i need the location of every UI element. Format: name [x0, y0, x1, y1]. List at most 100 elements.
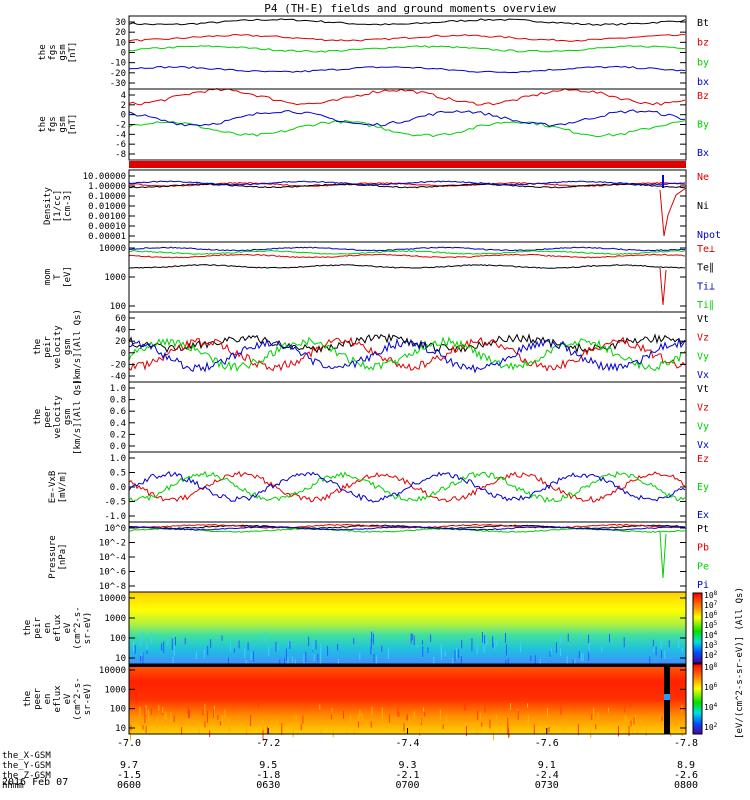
y-tick-label: 0 [121, 111, 126, 121]
series-bz [128, 34, 685, 42]
colorbar-tick-label: 108 [704, 662, 718, 672]
y-axis-label: the [23, 691, 33, 707]
y-tick-label: 4 [121, 91, 126, 101]
legend-entry: Ni [697, 201, 709, 212]
y-tick-label: 20 [115, 28, 126, 38]
y-axis-label: [eV] [63, 266, 73, 288]
series-Ex [128, 470, 686, 503]
y-tick-label: 0.2 [110, 430, 126, 440]
x-tick-label: -7.6 [535, 738, 559, 749]
colorbar-tick-label: 106 [704, 682, 718, 692]
y-tick-label: 100 [110, 302, 126, 312]
series-Te∥ [128, 264, 686, 269]
y-axis-label: [nT] [68, 114, 78, 136]
panel-peir-spec: 10000 1000 100 10 the peir en eflux eV (cm^2-s-sr… [23, 591, 687, 671]
colorbar-tick-label: 102 [704, 722, 718, 732]
y-axis-label: [1/cc] [53, 190, 63, 223]
series-Vy [128, 336, 686, 372]
y-axis-label: peir [33, 617, 43, 639]
colorbar-tick-label: 103 [704, 640, 718, 650]
y-tick-label: 0.00100 [88, 212, 126, 222]
y-tick-label: 10^-8 [99, 582, 126, 592]
legend-entry: Vx [697, 440, 709, 451]
x-tick-label: -7.2 [256, 738, 280, 749]
y-tick-label: 0.0 [110, 442, 126, 452]
y-axis-label: [cm-3] [63, 190, 73, 223]
y-axis-label: E=-VxB [48, 471, 58, 504]
panel-pressure: 10^0 10^-2 10^-4 10^-6 10^-8 Pressure [nPa] Pt P… [48, 521, 709, 593]
y-tick-label: 30 [115, 18, 126, 28]
colorbar-tick-label: 108 [704, 590, 718, 600]
y-axis-label: (cm^2-s- [73, 677, 83, 720]
legend-entry: Vz [697, 403, 709, 414]
x-row-value: 0800 [674, 780, 698, 791]
legend-entry: Bx [697, 148, 709, 159]
y-tick-label: -2 [115, 121, 126, 131]
series-by [128, 45, 686, 53]
panel-frame [128, 88, 687, 161]
legend-entry: Bz [697, 91, 709, 102]
series-Pb [128, 523, 686, 529]
y-axis-label: peer [43, 406, 53, 428]
x-row-value: 0600 [117, 780, 141, 791]
y-axis-label: [nT] [68, 42, 78, 64]
y-tick-label: 0.4 [110, 419, 126, 429]
y-axis-label: T [53, 274, 63, 280]
y-tick-label: -20 [110, 360, 126, 370]
legend-entry: Pb [697, 543, 709, 554]
series-bx [128, 65, 686, 74]
y-tick-label: 10^-2 [99, 539, 126, 549]
x-tick-label: -7.0 [117, 738, 141, 749]
legend-entry: Ti⊥ [697, 281, 715, 292]
legend-entry: By [697, 120, 709, 131]
panel-exb: 1.0 0.5 0.0 -0.5 -1.0 E=-VxB [mV/m] Ez Ey Ex [48, 451, 709, 523]
y-tick-label: 0 [121, 49, 126, 59]
colorbar-tick-label: 107 [704, 600, 718, 610]
y-tick-label: 1000 [104, 614, 126, 624]
panel-density: 10.000001.000000.100000.010000.001000.00… [43, 169, 721, 243]
y-axis-label: the [33, 339, 43, 355]
y-tick-label: 0.00001 [88, 232, 126, 242]
series-Ti∥ [128, 250, 686, 255]
y-axis-label: fgs [48, 44, 58, 60]
y-axis-label: [mV/m] [58, 471, 68, 504]
spectrogram-fill [129, 592, 686, 664]
legend-entry: Vt [697, 384, 709, 395]
legend-entry: bz [697, 38, 709, 49]
y-axis-label: eflux [53, 614, 63, 642]
legend-entry: Ne [697, 172, 709, 183]
panel-peer-spec: 10000 1000 100 10 the peer en eflux eV (cm^2-s-sr… [23, 663, 687, 742]
y-tick-label: 0 [121, 349, 126, 359]
series-Ti⊥ [128, 246, 686, 252]
y-axis-label: en [43, 694, 53, 705]
x-row-value: 9.5 [259, 760, 277, 771]
x-row-value: 0700 [395, 780, 419, 791]
x-row-value: -2.4 [535, 770, 559, 781]
legend-entry: Vx [697, 370, 709, 381]
x-row-value: -2.6 [674, 770, 698, 781]
x-row-value: 0630 [256, 780, 280, 791]
colorbar-top [692, 592, 703, 664]
x-row-value: -1.5 [117, 770, 141, 781]
legend-entry: Vy [697, 421, 709, 432]
series-Bz [128, 88, 686, 106]
y-axis-label: gsm [63, 339, 73, 355]
y-tick-label: -30 [110, 79, 126, 89]
y-axis-label: (cm^2-s- [73, 606, 83, 649]
y-tick-label: 0.6 [110, 407, 126, 417]
x-row-label: the_X-GSM [2, 751, 51, 761]
panel-temp: 10000 1000 100 mom T [eV] Te⊥ Te∥ Ti⊥ Ti∥ [43, 241, 715, 313]
legend-entry: Npot [697, 230, 721, 241]
series-Ne [128, 182, 685, 187]
y-tick-label: -0.5 [104, 498, 126, 508]
legend-entry: Pt [697, 524, 709, 535]
y-tick-label: 0.8 [110, 396, 126, 406]
y-axis-label: peer [33, 688, 43, 710]
y-tick-label: 1.0 [110, 454, 126, 464]
series-Pi [128, 525, 685, 531]
legend-entry: Vt [697, 314, 709, 325]
panel-frame [128, 15, 687, 90]
y-tick-label: 10 [115, 38, 126, 48]
